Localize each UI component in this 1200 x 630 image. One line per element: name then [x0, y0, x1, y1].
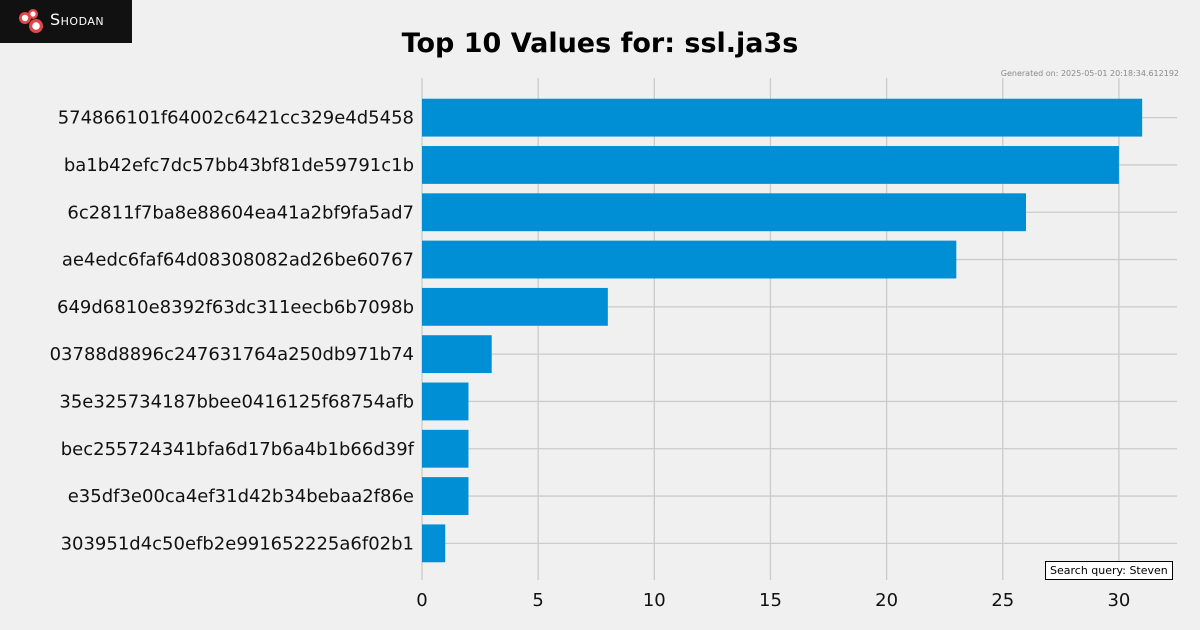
brand-name: Shodan — [50, 10, 105, 29]
bar — [422, 477, 469, 515]
category-label: bec255724341bfa6d17b6a4b1b66d39f — [61, 439, 415, 460]
chart-title: Top 10 Values for: ssl.ja3s — [401, 28, 799, 59]
category-label: 35e325734187bbee0416125f68754afb — [59, 391, 414, 412]
category-label: 6c2811f7ba8e88604ea41a2bf9fa5ad7 — [67, 202, 414, 223]
x-tick-label: 25 — [991, 590, 1014, 611]
bar — [422, 193, 1026, 232]
category-label: ae4edc6faf64d08308082ad26be60767 — [62, 250, 414, 271]
shodan-logo[interactable]: Shodan — [0, 0, 132, 43]
bar — [422, 382, 469, 421]
category-label: 03788d8896c247631764a250db971b74 — [50, 344, 414, 365]
bar — [422, 524, 446, 563]
bar — [422, 429, 469, 468]
category-label: 649d6810e8392f63dc311eecb6b7098b — [57, 297, 414, 318]
x-tick-label: 10 — [643, 590, 666, 611]
category-label: 574866101f64002c6421cc329e4d5458 — [58, 108, 414, 129]
x-tick-label: 5 — [532, 590, 543, 611]
x-tick-label: 15 — [759, 590, 782, 611]
category-label: ba1b42efc7dc57bb43bf81de59791c1b — [64, 155, 414, 176]
bar — [422, 335, 492, 374]
bar — [422, 146, 1119, 184]
bar — [422, 240, 957, 279]
x-tick-label: 0 — [416, 590, 427, 611]
generated-timestamp: Generated on: 2025-05-01 20:18:34.612192 — [1000, 69, 1179, 78]
shodan-logo-icon — [19, 9, 43, 33]
bar — [422, 98, 1143, 137]
search-query-box: Search query: Steven — [1045, 561, 1173, 580]
x-tick-label: 20 — [875, 590, 898, 611]
category-label: e35df3e00ca4ef31d42b34bebaa2f86e — [68, 486, 414, 507]
category-label: 303951d4c50efb2e991652225a6f02b1 — [61, 533, 414, 554]
bar — [422, 287, 608, 326]
x-tick-label: 30 — [1107, 590, 1130, 611]
